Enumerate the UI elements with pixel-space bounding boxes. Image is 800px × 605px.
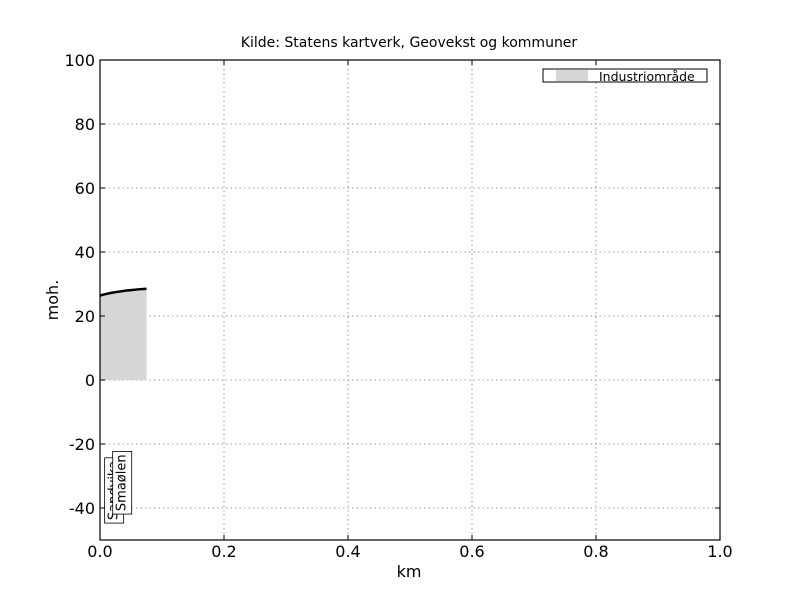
y-tick-label: -20 [69, 435, 95, 454]
x-tick-label: 0.0 [87, 542, 112, 561]
y-tick-label: 60 [75, 179, 95, 198]
y-tick-label: 0 [85, 371, 95, 390]
place-labels: SandvikaSmaølen [104, 450, 133, 524]
terrain-fill-area [100, 288, 147, 380]
x-tick-label: 1.0 [707, 542, 732, 561]
plot-area-frame [99, 59, 721, 541]
x-tick-label: 0.4 [335, 542, 360, 561]
y-axis-label: moh. [43, 280, 62, 321]
y-tick-label: 100 [64, 51, 95, 70]
y-tick-label: 40 [75, 243, 95, 262]
place-label-box [112, 450, 133, 515]
grid [100, 60, 720, 540]
x-tick-label: 0.8 [583, 542, 608, 561]
y-tick-label: 20 [75, 307, 95, 326]
legend-swatch-industriomrade [556, 70, 588, 81]
y-tick-label: -40 [69, 499, 95, 518]
chart-title: Kilde: Statens kartverk, Geovekst og kom… [241, 35, 578, 51]
place-label-text: Smaølen [115, 454, 130, 511]
axis-ticks: 0.0 0.2 0.4 0.6 0.8 1.0 100 80 60 40 20 0 -20 -40 [64, 51, 732, 561]
x-tick-label: 0.6 [459, 542, 484, 561]
x-axis-label: km [397, 562, 422, 581]
legend: Industriområde [542, 68, 708, 84]
y-tick-label: 80 [75, 115, 95, 134]
legend-label-industriomrade: Industriområde [599, 69, 695, 84]
x-tick-label: 0.2 [211, 542, 236, 561]
terrain-profile-line [99, 287, 147, 297]
plot-series [99, 287, 147, 380]
place-label: Smaølen [112, 450, 133, 515]
